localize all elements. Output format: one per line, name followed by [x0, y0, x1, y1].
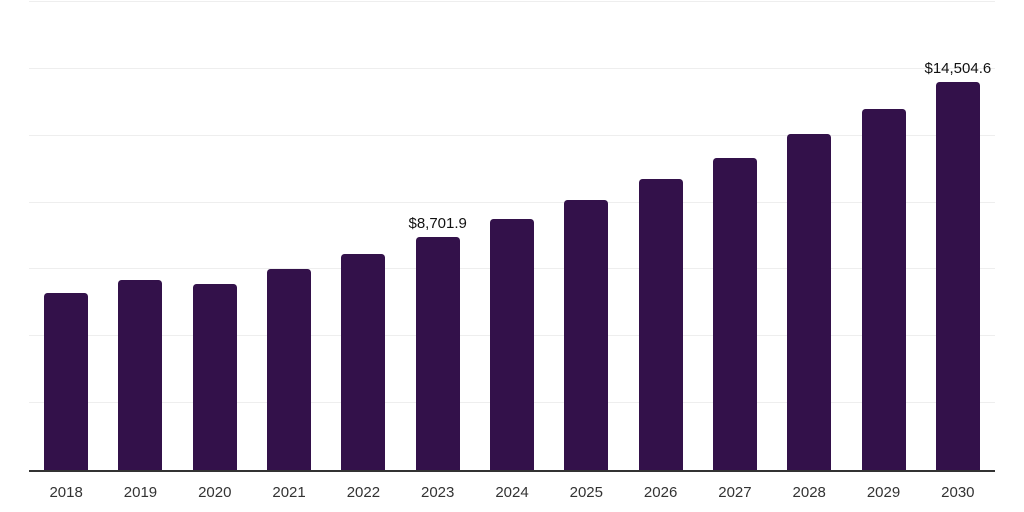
x-axis-line: [29, 470, 995, 472]
x-axis: 2018 2019 2020 2021 2022 2023 2024 2025 2026 2027…: [0, 484, 1024, 504]
x-tick-label-2026: 2026: [643, 484, 678, 501]
x-tick-label-2022: 2022: [346, 484, 381, 501]
bar-value-label-2023: $8,701.9: [408, 215, 467, 233]
gridline-17500: [29, 1, 995, 2]
x-tick-label-2029: 2029: [866, 484, 901, 501]
bar-2025[interactable]: [564, 200, 609, 470]
bar-value-label-2030: $14,504.6: [924, 60, 992, 78]
x-tick-label-2028: 2028: [792, 484, 826, 501]
x-tick-label-2020: 2020: [198, 484, 232, 501]
bar-2020[interactable]: [192, 284, 237, 470]
x-tick-label-2019: 2019: [123, 484, 158, 501]
bar-2022[interactable]: [341, 254, 386, 470]
bar-2028[interactable]: [787, 134, 832, 470]
bar-2023[interactable]: [415, 237, 460, 470]
gridline-10000: [29, 201, 995, 203]
bar-2021[interactable]: [267, 269, 312, 470]
bar-2029[interactable]: [861, 108, 906, 470]
x-tick-label-2021: 2021: [272, 484, 306, 501]
gridline-12500: [29, 134, 995, 136]
x-tick-label-2025: 2025: [569, 484, 603, 501]
gridline-15000: [29, 67, 995, 69]
bar-2019[interactable]: [118, 280, 163, 470]
x-tick-label-2027: 2027: [718, 484, 752, 501]
x-tick-label-2023: 2023: [421, 484, 455, 501]
bar-2030[interactable]: [935, 82, 980, 470]
x-tick-label-2018: 2018: [49, 484, 83, 501]
bar-2027[interactable]: [712, 157, 757, 470]
bar-2026[interactable]: [638, 179, 683, 470]
x-tick-label-2024: 2024: [495, 484, 529, 501]
x-tick-label-2030: 2030: [941, 484, 975, 501]
bar-2024[interactable]: [490, 218, 534, 470]
plot-area: $8,701.9 $14,504.6: [29, 1, 995, 472]
bar-2018[interactable]: [44, 293, 89, 470]
